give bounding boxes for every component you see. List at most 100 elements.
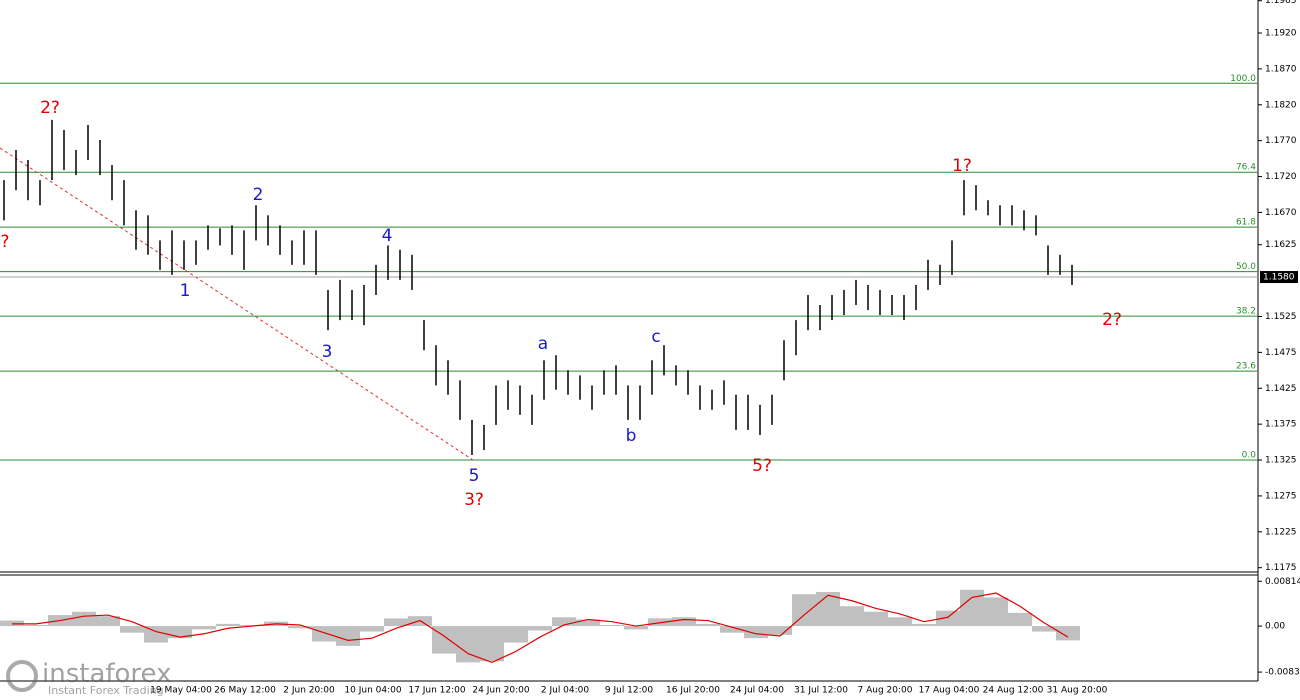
x-tick-label: 2 Jun 20:00 [283, 686, 335, 696]
wave-label: a [538, 334, 548, 354]
histogram-bar [888, 617, 912, 627]
fib-label: 38.2 [1236, 307, 1256, 317]
histogram-bar [336, 626, 360, 646]
x-tick-label: 24 Aug 12:00 [983, 686, 1044, 696]
wave-label: 1? [952, 156, 972, 176]
y-tick-label: 1.1275 [1265, 491, 1297, 501]
wave-label: c [651, 327, 660, 347]
histogram-bar [696, 623, 720, 627]
histogram-bar [120, 626, 144, 633]
wave-label: 5 [469, 466, 480, 486]
wave-label: 2? [1102, 310, 1122, 330]
wave-label: b [626, 426, 637, 446]
y-tick-label: 1.1325 [1265, 456, 1297, 466]
x-tick-label: 16 Jul 20:00 [666, 686, 720, 696]
x-tick-label: 26 May 12:00 [214, 686, 276, 696]
histogram-bar [840, 606, 864, 627]
histogram-bar [912, 623, 936, 627]
fib-label: 23.6 [1236, 362, 1256, 372]
histogram-bar [720, 626, 744, 633]
fib-label: 0.0 [1242, 451, 1257, 461]
histogram-bar [576, 619, 600, 627]
histogram-bar [96, 616, 120, 627]
histogram-bar [72, 611, 96, 627]
x-tick-label: 19 May 04:00 [150, 686, 212, 696]
fib-label: 100.0 [1230, 74, 1256, 84]
wave-label: 2? [40, 98, 60, 118]
histogram-bar [1008, 612, 1032, 627]
histogram-bar [144, 626, 168, 643]
fib-label: 76.4 [1236, 163, 1256, 173]
y-tick-label: 1.1670 [1265, 208, 1297, 218]
histogram-bar [552, 617, 576, 627]
wave-label: 5? [752, 456, 772, 476]
y-tick-label: 1.1820 [1265, 100, 1297, 110]
watermark-brand: instaforex [42, 659, 171, 689]
fib-label: 50.0 [1236, 262, 1256, 272]
watermark-tagline: Instant Forex Trading [48, 684, 164, 697]
histogram-bar [480, 626, 504, 662]
histogram-bar [192, 626, 216, 630]
x-tick-label: 31 Jul 12:00 [794, 686, 848, 696]
histogram-bar [504, 626, 528, 643]
histogram-bar [384, 618, 408, 627]
histogram-bar [936, 610, 960, 627]
y-tick-label: 1.1770 [1265, 136, 1297, 146]
histogram-bar [600, 624, 624, 627]
histogram-bar [1056, 626, 1080, 641]
fib-label: 61.8 [1236, 218, 1256, 228]
wave-label: 4 [382, 226, 393, 246]
wave-label: 1 [180, 281, 191, 301]
y-tick-label: 1.1965 [1265, 0, 1297, 6]
x-tick-label: 17 Aug 04:00 [919, 686, 980, 696]
y-tick-label: 1.1720 [1265, 172, 1297, 182]
x-tick-label: 24 Jun 20:00 [472, 686, 529, 696]
histogram-bar [984, 597, 1008, 627]
histogram-bar [768, 626, 792, 635]
x-tick-label: 9 Jul 12:00 [605, 686, 654, 696]
wave-label: ? [0, 232, 9, 252]
histogram-bar [672, 617, 696, 627]
x-tick-label: 2 Jul 04:00 [541, 686, 590, 696]
logo [6, 660, 38, 692]
wave-label: 3? [464, 490, 484, 510]
y-tick-label: 0.00814 [1265, 577, 1300, 587]
y-tick-label: 1.1870 [1265, 64, 1297, 74]
y-tick-label: -0.00836 [1265, 668, 1300, 678]
histogram-bar [24, 624, 48, 627]
x-tick-label: 10 Jun 04:00 [344, 686, 401, 696]
y-tick-label: 1.1375 [1265, 420, 1297, 430]
y-tick-label: 1.1625 [1265, 240, 1297, 250]
histogram-bar [624, 626, 648, 630]
histogram-bar [528, 626, 552, 631]
histogram-bar [288, 626, 312, 629]
histogram-bar [960, 589, 984, 627]
histogram-bar [744, 626, 768, 639]
y-tick-label: 1.1225 [1265, 527, 1297, 537]
x-tick-label: 31 Aug 20:00 [1047, 686, 1108, 696]
y-tick-label: 0.00 [1265, 622, 1285, 632]
trend-line [0, 147, 474, 461]
watermark: instaforex Instant Forex Trading [6, 659, 171, 697]
histogram-bar [1032, 626, 1056, 632]
histogram-bar [216, 623, 240, 627]
histogram-bar [864, 611, 888, 627]
y-tick-label: 1.1920 [1265, 29, 1297, 39]
x-tick-label: 17 Jun 12:00 [408, 686, 465, 696]
last-price-label: 1.1580 [1263, 273, 1295, 283]
y-tick-label: 1.1525 [1265, 312, 1297, 322]
histogram-bar [360, 626, 384, 632]
x-tick-label: 7 Aug 20:00 [858, 686, 913, 696]
histogram-bar [792, 594, 816, 627]
y-tick-label: 1.1425 [1265, 384, 1297, 394]
y-tick-label: 1.1175 [1265, 563, 1297, 573]
last-price-box [1260, 271, 1298, 284]
x-tick-label: 24 Jul 04:00 [730, 686, 784, 696]
signal-line [12, 592, 1069, 664]
histogram-bar [312, 626, 336, 642]
wave-label: 2 [253, 185, 264, 205]
y-tick-label: 1.1475 [1265, 348, 1297, 358]
wave-label: 3 [322, 342, 333, 362]
